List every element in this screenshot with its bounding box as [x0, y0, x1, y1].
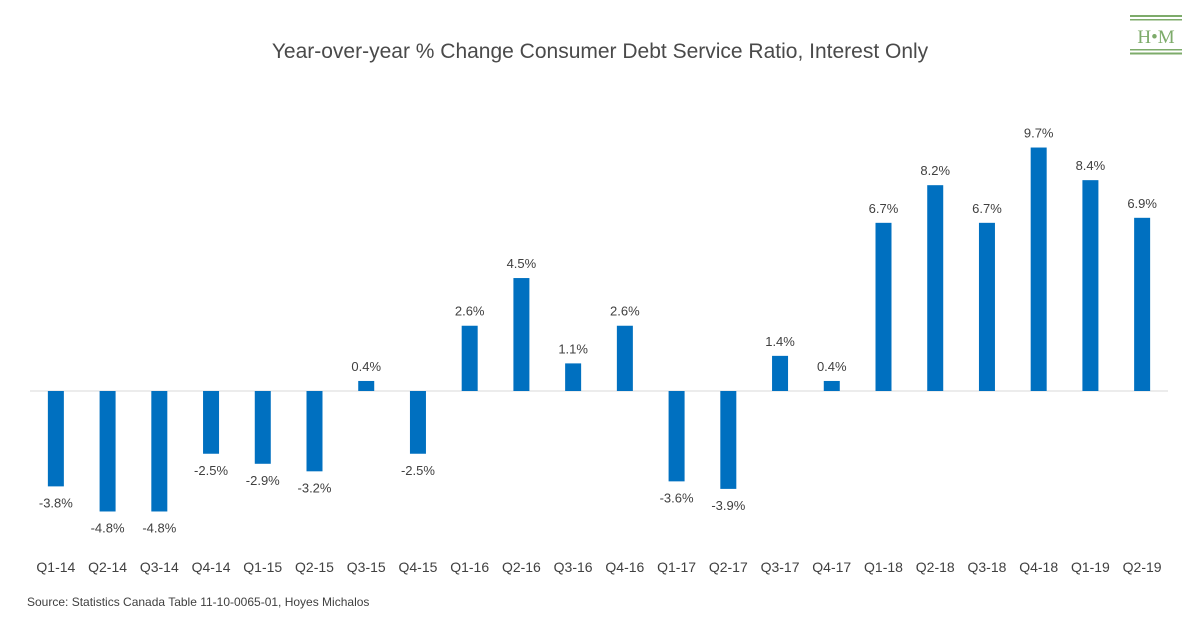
data-label-Q2-18: 8.2%: [920, 163, 950, 178]
x-tick-label-Q1-16: Q1-16: [450, 559, 489, 575]
data-label-Q2-19: 6.9%: [1127, 196, 1157, 211]
data-label-Q1-18: 6.7%: [869, 201, 899, 216]
data-label-Q4-14: -2.5%: [194, 463, 228, 478]
bar-Q2-15: [306, 391, 323, 472]
bar-Q2-14: [99, 391, 116, 512]
bar-Q3-14: [151, 391, 168, 512]
x-tick-label-Q1-18: Q1-18: [864, 559, 903, 575]
data-label-Q1-19: 8.4%: [1076, 158, 1106, 173]
bar-Q3-16: [565, 363, 582, 391]
logo-text: H•M: [1137, 27, 1174, 48]
data-label-Q2-17: -3.9%: [711, 498, 745, 513]
data-label-Q3-14: -4.8%: [142, 520, 176, 535]
bar-Q1-16: [461, 325, 478, 391]
bar-Q4-18: [1030, 147, 1047, 391]
x-tick-label-Q2-18: Q2-18: [916, 559, 955, 575]
bar-Q3-17: [772, 355, 789, 391]
data-label-Q1-17: -3.6%: [660, 490, 694, 505]
x-tick-label-Q4-14: Q4-14: [192, 559, 231, 575]
bar-Q4-17: [823, 380, 840, 391]
source-note: Source: Statistics Canada Table 11-10-00…: [27, 595, 370, 609]
chart-title: Year-over-year % Change Consumer Debt Se…: [271, 40, 929, 63]
x-tick-label-Q2-15: Q2-15: [295, 559, 334, 575]
data-label-Q3-15: 0.4%: [351, 359, 381, 374]
x-tick-label-Q1-19: Q1-19: [1071, 559, 1110, 575]
data-label-Q4-18: 9.7%: [1024, 126, 1054, 141]
logo-bottom-line-2: [1130, 52, 1182, 55]
x-tick-label-Q3-17: Q3-17: [761, 559, 800, 575]
x-tick-label-Q2-19: Q2-19: [1123, 559, 1162, 575]
bar-Q2-18: [927, 185, 944, 391]
bar-Q1-15: [254, 391, 271, 464]
data-label-Q1-14: -3.8%: [39, 495, 73, 510]
x-tick-label-Q4-17: Q4-17: [812, 559, 851, 575]
x-tick-label-Q3-15: Q3-15: [347, 559, 386, 575]
bar-Q3-15: [358, 380, 375, 391]
data-label-Q3-18: 6.7%: [972, 201, 1002, 216]
bar-Q4-15: [409, 391, 426, 454]
x-tick-label-Q3-16: Q3-16: [554, 559, 593, 575]
data-label-Q1-16: 2.6%: [455, 304, 485, 319]
x-tick-label-Q4-18: Q4-18: [1019, 559, 1058, 575]
logo-bottom-line: [1130, 49, 1182, 51]
x-tick-label-Q3-14: Q3-14: [140, 559, 179, 575]
x-tick-label-Q2-17: Q2-17: [709, 559, 748, 575]
x-tick-label-Q3-18: Q3-18: [967, 559, 1006, 575]
x-tick-label-Q4-15: Q4-15: [398, 559, 437, 575]
data-label-Q2-15: -3.2%: [298, 480, 332, 495]
logo-top-line: [1130, 15, 1182, 17]
data-label-Q4-16: 2.6%: [610, 304, 640, 319]
x-tick-label-Q1-15: Q1-15: [243, 559, 282, 575]
bar-Q2-17: [720, 391, 737, 489]
bar-Q1-14: [47, 391, 64, 487]
bar-Q1-17: [668, 391, 685, 482]
x-tick-label-Q1-17: Q1-17: [657, 559, 696, 575]
data-label-Q2-16: 4.5%: [507, 256, 537, 271]
data-label-Q4-15: -2.5%: [401, 463, 435, 478]
data-label-Q3-17: 1.4%: [765, 334, 795, 349]
bar-Q4-14: [203, 391, 220, 454]
bar-Q3-18: [978, 222, 995, 391]
bar-Q2-19: [1134, 217, 1151, 391]
bar-Q1-19: [1082, 180, 1099, 391]
data-label-Q2-14: -4.8%: [91, 520, 125, 535]
x-tick-label-Q4-16: Q4-16: [605, 559, 644, 575]
data-label-Q4-17: 0.4%: [817, 359, 847, 374]
x-tick-label-Q2-16: Q2-16: [502, 559, 541, 575]
data-label-Q3-16: 1.1%: [558, 341, 588, 356]
x-tick-label-Q1-14: Q1-14: [36, 559, 75, 575]
hm-logo: H•M: [1130, 15, 1182, 55]
data-label-Q1-15: -2.9%: [246, 473, 280, 488]
x-tick-label-Q2-14: Q2-14: [88, 559, 127, 575]
bar-Q2-16: [513, 278, 530, 391]
bar-Q1-18: [875, 222, 892, 391]
bar-Q4-16: [616, 325, 633, 391]
logo-top-line-2: [1130, 19, 1182, 21]
